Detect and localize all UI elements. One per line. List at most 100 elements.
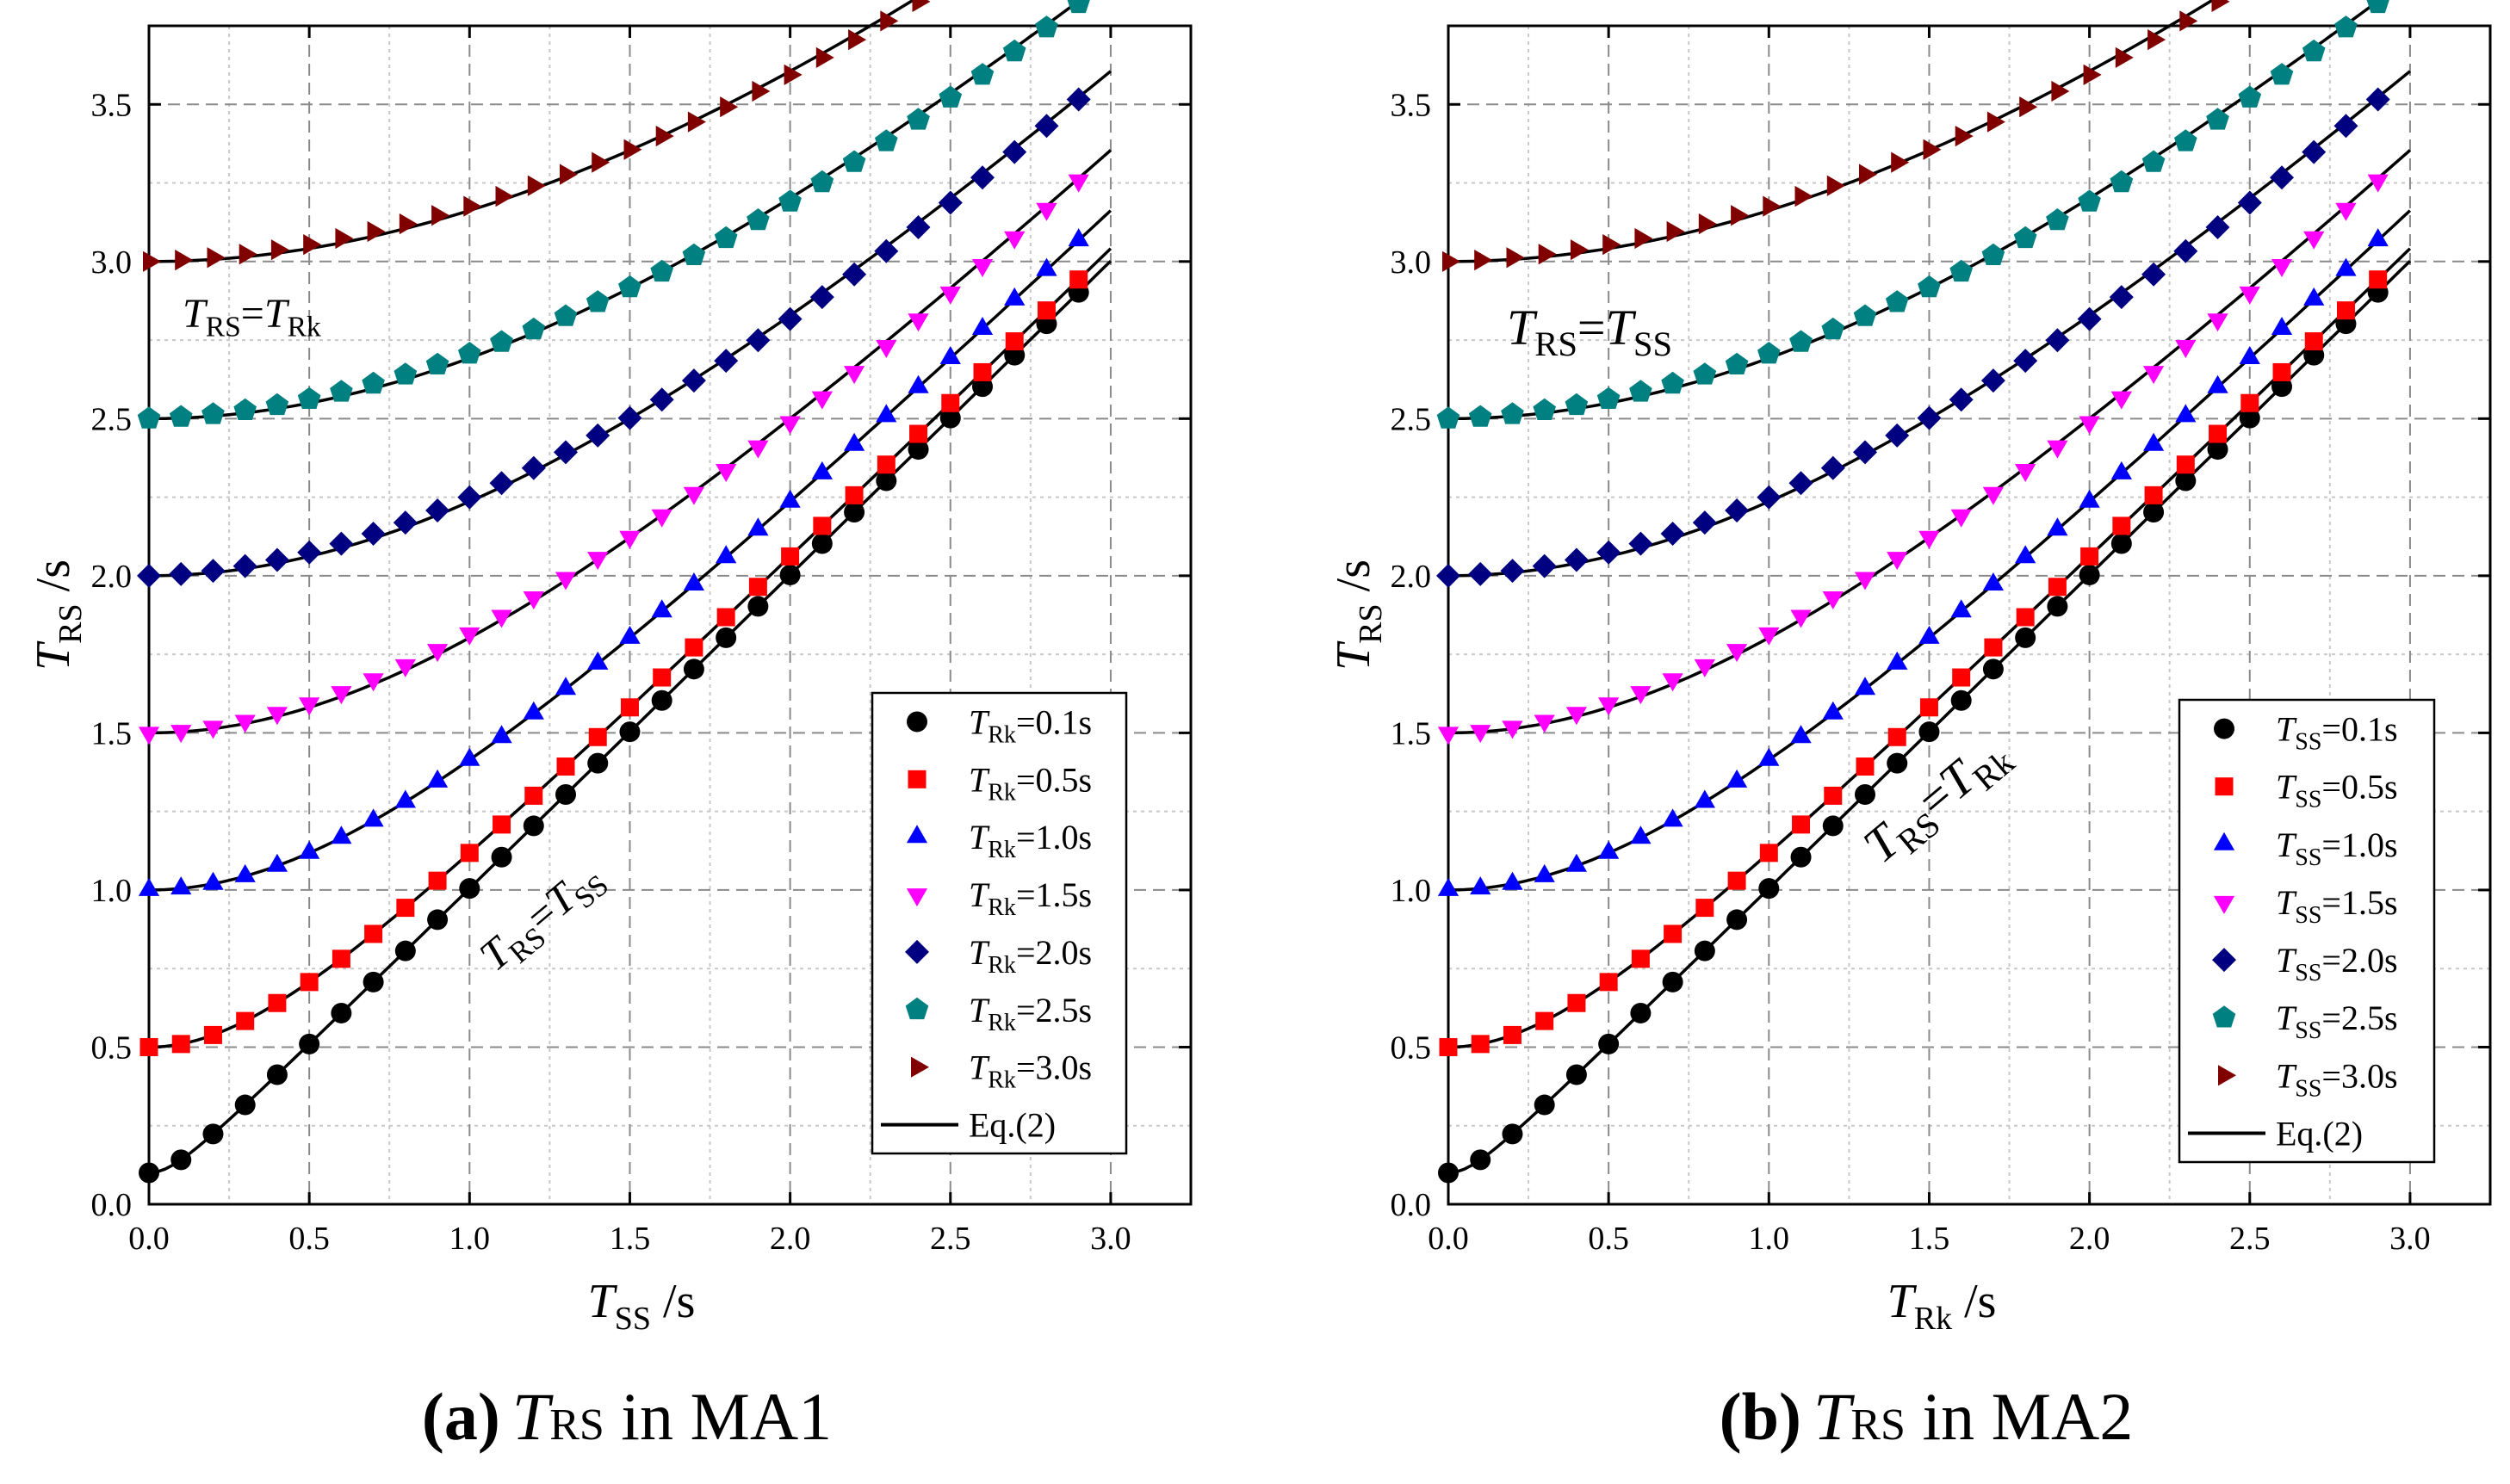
legend-label: TRk=2.5s — [969, 991, 1092, 1036]
data-point — [1792, 815, 1811, 834]
data-point — [1628, 531, 1653, 556]
data-point — [619, 530, 641, 549]
data-point — [779, 564, 801, 585]
data-point — [1824, 786, 1843, 805]
data-point — [2047, 440, 2068, 459]
y-tick-label: 0.0 — [91, 1187, 133, 1223]
data-point — [2179, 10, 2198, 32]
data-point — [1664, 924, 1683, 943]
legend-marker — [2218, 1065, 2236, 1086]
data-point — [1918, 530, 1940, 549]
data-point — [2109, 285, 2134, 310]
data-point — [555, 784, 576, 806]
data-point — [809, 285, 834, 310]
series-1 — [1437, 209, 2412, 896]
data-point — [1949, 259, 1973, 282]
data-point — [1950, 509, 1972, 528]
data-point — [1666, 220, 1685, 243]
data-point — [1887, 727, 1906, 746]
data-point — [586, 423, 610, 448]
data-point — [2019, 96, 2038, 118]
data-point — [1955, 126, 1974, 147]
data-point — [201, 402, 225, 424]
data-point — [361, 522, 386, 546]
data-point — [265, 393, 289, 416]
data-point — [2013, 226, 2037, 249]
x-tick-label: 2.0 — [770, 1221, 811, 1257]
legend: TRk=0.1s TRk=0.5s TRk=1.0s TRk=1.5s TRk=2.0s… — [871, 691, 1128, 1155]
data-point — [912, 0, 931, 12]
data-point — [1855, 784, 1875, 806]
data-point — [716, 464, 737, 482]
data-point — [939, 85, 963, 108]
data-point — [1069, 270, 1088, 289]
data-point — [938, 190, 963, 215]
data-point — [2173, 238, 2198, 263]
y-tick-label: 1.0 — [1391, 873, 1432, 909]
data-point — [1436, 406, 1460, 429]
data-point — [299, 697, 320, 716]
legend-label: TRk=2.0s — [969, 933, 1092, 979]
data-point — [1630, 825, 1652, 844]
data-point — [138, 727, 160, 745]
data-point — [779, 416, 801, 435]
data-point — [139, 1037, 158, 1056]
legend-marker — [2215, 777, 2234, 796]
data-point — [747, 517, 769, 536]
data-point — [1599, 973, 1618, 992]
data-point — [907, 108, 930, 130]
data-point — [1002, 139, 1027, 164]
data-point — [490, 330, 513, 352]
data-point — [1474, 250, 1493, 271]
x-tick-label: 0.5 — [288, 1221, 330, 1257]
data-point — [335, 227, 354, 250]
legend-marker — [2212, 948, 2236, 973]
data-point — [651, 509, 672, 528]
data-point — [523, 701, 544, 720]
y-tick-label: 0.5 — [1391, 1030, 1432, 1066]
data-point — [720, 96, 739, 118]
x-tick-label: 1.5 — [610, 1221, 651, 1257]
data-point — [2144, 485, 2163, 504]
data-point — [1002, 39, 1026, 62]
data-point — [587, 552, 609, 571]
data-point — [1570, 239, 1589, 261]
data-point — [1598, 697, 1620, 716]
data-point — [844, 432, 865, 451]
data-point — [202, 720, 224, 739]
data-point — [489, 471, 514, 496]
data-point — [2175, 470, 2197, 492]
data-point — [457, 485, 482, 510]
data-point — [2239, 346, 2260, 364]
grid — [1448, 26, 2490, 1204]
data-point — [202, 871, 224, 890]
data-point — [1822, 701, 1844, 720]
data-point — [2207, 313, 2228, 332]
data-point — [1822, 815, 1844, 837]
data-point — [909, 424, 928, 443]
data-point — [2013, 349, 2038, 374]
data-point — [746, 328, 771, 353]
data-point — [1725, 498, 1750, 522]
data-point — [1982, 572, 2004, 591]
data-point — [297, 540, 322, 565]
data-point — [1758, 747, 1780, 766]
data-point — [811, 391, 833, 410]
data-point — [1917, 405, 1942, 430]
data-point — [555, 677, 577, 696]
data-point — [2143, 502, 2165, 523]
data-point — [649, 387, 674, 412]
data-point — [460, 844, 479, 863]
data-point — [1982, 659, 2004, 680]
data-point — [747, 440, 769, 459]
data-point — [232, 553, 257, 578]
data-point — [527, 175, 546, 196]
data-point — [491, 846, 512, 868]
y-tick-label: 2.5 — [91, 401, 133, 437]
data-point — [1662, 971, 1683, 992]
x-tick-label: 2.5 — [2229, 1221, 2271, 1257]
data-point — [2271, 317, 2293, 335]
data-point — [972, 376, 993, 398]
data-point — [813, 516, 832, 535]
data-point — [2079, 489, 2100, 508]
